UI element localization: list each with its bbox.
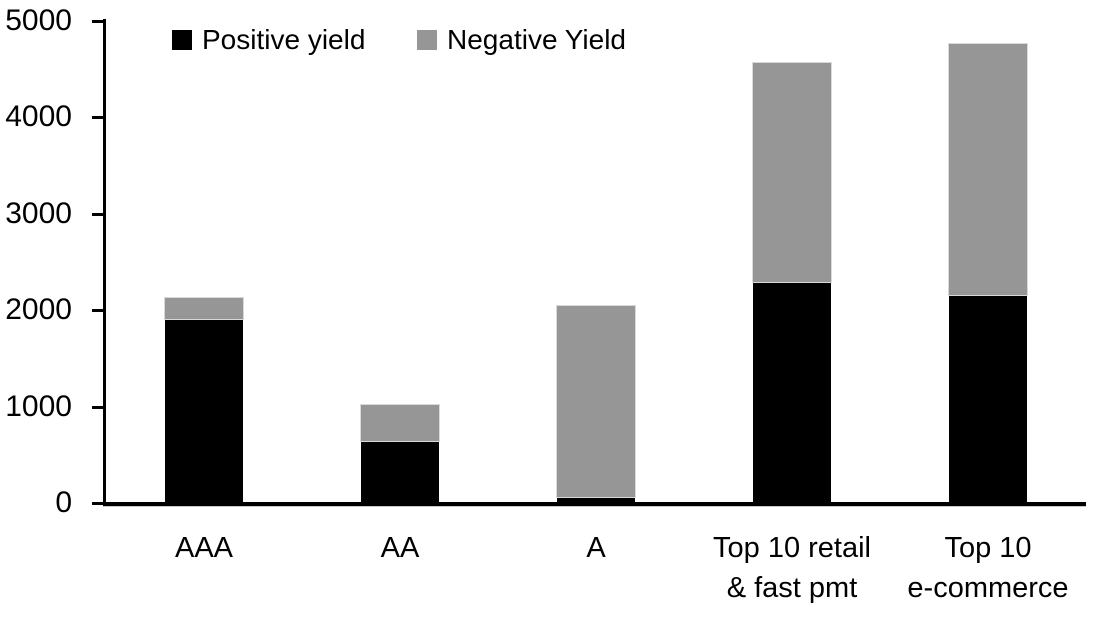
bar-segment <box>361 441 439 502</box>
legend-label-positive-yield: Positive yield <box>202 24 366 55</box>
bar-segment <box>164 297 244 320</box>
bar-segment <box>360 404 440 442</box>
y-axis-tick <box>92 406 103 409</box>
bar-segment <box>557 497 635 502</box>
bar-segment <box>165 319 243 502</box>
legend-item-positive-yield: Positive yield <box>172 26 365 54</box>
x-axis-category-label: AA <box>380 532 420 564</box>
x-axis-category-label: Top 10 e-commerce <box>907 532 1069 604</box>
y-axis-tick <box>92 116 103 119</box>
x-axis-category-label: Top 10 retail & fast pmt <box>713 532 871 604</box>
y-axis-tick-label: 0 <box>55 486 72 519</box>
negative-yield-swatch-icon <box>417 30 437 50</box>
y-axis-line <box>103 19 106 506</box>
y-axis-tick <box>92 20 103 23</box>
y-axis-tick-label: 5000 <box>5 4 72 37</box>
bar-segment <box>949 295 1027 502</box>
y-axis-tick-label: 4000 <box>5 100 72 133</box>
y-axis-tick <box>92 213 103 216</box>
bar-segment <box>752 62 832 283</box>
y-axis-tick-label: 1000 <box>5 390 72 423</box>
bar-segment <box>753 282 831 502</box>
legend-item-negative-yield: Negative Yield <box>417 26 626 54</box>
y-axis-tick-label: 3000 <box>5 197 72 230</box>
legend-label-negative-yield: Negative Yield <box>447 24 627 55</box>
x-axis-category-label: A <box>586 532 606 564</box>
x-axis-category-label: AAA <box>174 532 234 564</box>
y-axis-tick <box>92 309 103 312</box>
y-axis-tick <box>92 502 103 505</box>
x-axis-line <box>103 502 1086 506</box>
y-axis-tick-label: 2000 <box>5 293 72 326</box>
bar-segment <box>556 305 636 498</box>
bar-segment <box>948 43 1028 296</box>
positive-yield-swatch-icon <box>172 30 192 50</box>
